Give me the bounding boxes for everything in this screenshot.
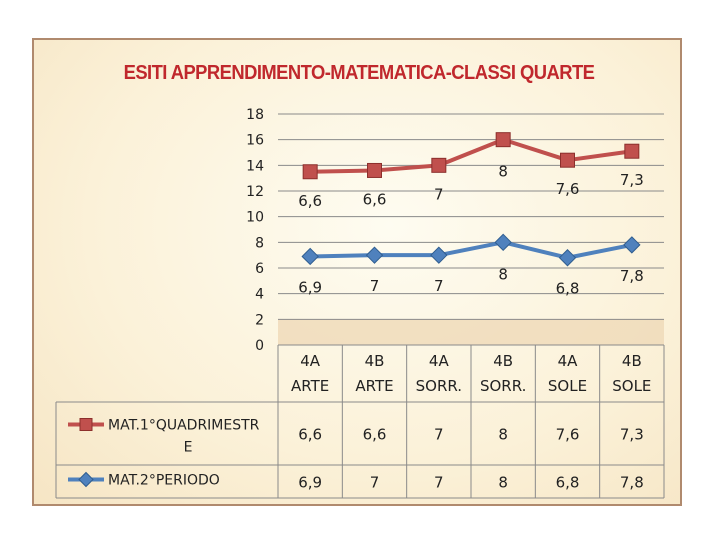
table-cell-value: 7 xyxy=(434,474,444,492)
series-line xyxy=(310,240,633,260)
category-label-line2: SORR. xyxy=(480,377,526,395)
table-cell-value: 8 xyxy=(498,426,508,444)
legend-label: MAT.2°PERIODO xyxy=(108,473,220,489)
data-label: 6,6 xyxy=(298,192,322,210)
category-label-line1: 4B xyxy=(622,352,642,370)
category-label-line1: 4A xyxy=(300,352,321,370)
category-label-line1: 4B xyxy=(365,352,385,370)
series-marker xyxy=(430,246,448,264)
y-tick-label: 18 xyxy=(246,107,264,123)
y-tick-label: 10 xyxy=(246,210,264,226)
data-label: 6,6 xyxy=(363,190,387,208)
series-marker xyxy=(623,236,641,254)
category-label-line2: SOLE xyxy=(548,377,587,395)
data-label: 7 xyxy=(370,277,380,295)
table-cell-value: 7,6 xyxy=(556,426,580,444)
series-marker xyxy=(494,233,512,252)
data-label: 7,3 xyxy=(620,171,644,189)
category-label-line1: 4B xyxy=(493,352,513,370)
chart-frame: ESITI APPRENDIMENTO-MATEMATICA-CLASSI QU… xyxy=(32,38,682,506)
data-label: 7,6 xyxy=(556,180,580,198)
y-tick-label: 4 xyxy=(255,287,264,303)
legend-key-marker xyxy=(79,418,93,431)
table-cell-value: 6,6 xyxy=(298,426,322,444)
table-cell-value: 6,6 xyxy=(363,426,387,444)
category-label-line2: SOLE xyxy=(612,377,651,395)
series-marker xyxy=(301,247,319,266)
series-line xyxy=(310,137,633,174)
table-cell-value: 7,3 xyxy=(620,426,644,444)
chart-title: ESITI APPRENDIMENTO-MATEMATICA-CLASSI QU… xyxy=(123,62,595,84)
data-label: 6,8 xyxy=(556,280,580,298)
table-cell-value: 6,9 xyxy=(298,474,322,492)
data-label: 8 xyxy=(498,265,508,283)
y-tick-label: 14 xyxy=(246,158,264,174)
table-cell-value: 7 xyxy=(434,426,444,444)
series-marker xyxy=(495,132,511,148)
data-label: 7 xyxy=(434,277,444,295)
table-cell-value: 7 xyxy=(370,474,380,492)
y-tick-label: 16 xyxy=(246,133,264,149)
category-label-line2: ARTE xyxy=(355,377,393,395)
chart-svg: 0 2 4 6 8 10 12 14 16 18 4A ARTE 4B ARTE 4A SORR. 4B SORR… xyxy=(55,107,665,499)
legend-label: E xyxy=(184,440,193,456)
category-label-line2: ARTE xyxy=(291,377,329,395)
series-marker xyxy=(365,246,384,264)
data-label: 7,8 xyxy=(620,267,644,285)
y-tick-label: 6 xyxy=(255,261,264,277)
category-label-line1: 4A xyxy=(429,352,450,370)
series-marker xyxy=(431,157,447,173)
series-marker xyxy=(560,152,575,168)
legend-key-marker xyxy=(78,471,94,488)
table-cell-value: 8 xyxy=(498,474,508,492)
series-marker xyxy=(624,143,640,159)
data-label: 8 xyxy=(498,163,508,181)
category-label-line2: SORR. xyxy=(416,377,462,395)
series-marker xyxy=(367,162,382,178)
table-cell-value: 6,8 xyxy=(556,474,580,492)
series-marker xyxy=(558,249,577,267)
y-tick-label: 2 xyxy=(255,312,264,328)
plot-shade xyxy=(278,319,664,345)
legend-label: MAT.1°QUADRIMESTR xyxy=(108,418,260,434)
category-label-line1: 4A xyxy=(558,352,579,370)
data-label: 7 xyxy=(434,185,444,203)
y-tick-label: 0 xyxy=(255,338,264,354)
table-cell-value: 7,8 xyxy=(620,474,644,492)
series-marker xyxy=(302,164,318,180)
y-tick-label: 12 xyxy=(246,184,264,200)
y-tick-label: 8 xyxy=(255,235,264,251)
data-label: 6,9 xyxy=(298,278,322,296)
